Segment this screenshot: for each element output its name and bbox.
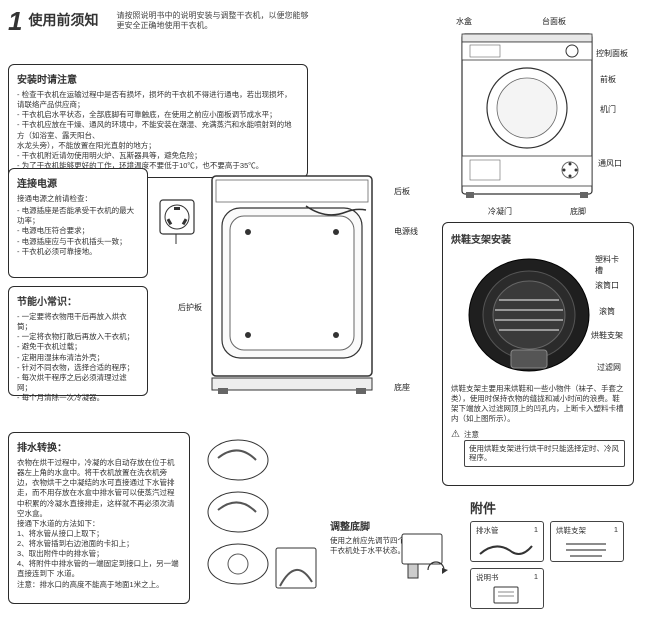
drain-li2: 2、将水管插到右边池面的卡扣上；: [17, 539, 181, 549]
label-kongzhimianban: 控制面板: [596, 48, 628, 59]
shoe-heading: 烘鞋支架安装: [451, 231, 625, 246]
power-item: 电源电压符合要求；: [17, 226, 139, 236]
fujian-row1: 排水管1 烘鞋支架1: [470, 521, 634, 562]
label-tongfengkou: 通风口: [598, 158, 622, 169]
shoe-p1: 烘鞋支架主要用来烘鞋和一些小物件（袜子、手套之类），使用时保持衣物的缝拢和减小时…: [451, 384, 625, 425]
tips-heading: 节能小常识：: [17, 293, 139, 308]
shoe-box: 烘鞋支架安装 塑料卡槽 滚筒口 滚筒 烘鞋支架 过滤网 烘鞋: [442, 222, 634, 486]
power-list: 电源插座是否能承受干衣机的最大功率； 电源电压符合要求； 电源插座应与干衣机插头…: [17, 206, 139, 257]
label-taimianban: 台面板: [542, 16, 566, 27]
fujian-item-rack: 烘鞋支架1: [550, 521, 624, 562]
power-item: 电源插座应与干衣机插头一致；: [17, 237, 139, 247]
label-guntongkou: 滚筒口: [595, 280, 619, 291]
tips-item: 定期用湿抹布清洁外壳；: [17, 353, 139, 363]
page-title: 使用前须知: [28, 8, 98, 29]
power-item: 干衣机必须可靠接地。: [17, 247, 139, 257]
install-item: 干衣机应放在干燥、通风的环境中，不能安装在潮湿、充满蒸汽和水能喷射到的地方（如浴…: [17, 120, 299, 150]
fujian-item-hose: 排水管1: [470, 521, 544, 562]
tips-list: 一定要将衣物甩干后再放入烘衣筒； 一定将衣物打散后再放入干衣机； 避免干衣机过载…: [17, 312, 139, 403]
power-heading: 连接电源: [17, 175, 139, 190]
tips-item: 一定要将衣物甩干后再放入烘衣筒；: [17, 312, 139, 332]
drain-p2: 接通下水道的方法如下：: [17, 519, 181, 529]
label-shuihe: 水盒: [456, 16, 472, 27]
subtitle-line2: 更安全正确地使用干衣机。: [116, 21, 212, 30]
install-notes: 安装时请注意 检查干衣机在运输过程中是否有损坏，损坏的干衣机不得进行通电，若出现…: [8, 64, 308, 178]
foot-diagram: [396, 530, 458, 590]
drain-li1: 1、将水管从接口上取下；: [17, 529, 181, 539]
drain-box: 排水转换： 衣物在烘干过程中，冷凝的水自动存放在位于机器左上角的水盒中。将干衣机…: [8, 432, 190, 604]
label-jimen: 机门: [600, 104, 616, 115]
tips-item: 避免干衣机过载；: [17, 342, 139, 352]
rear-diagram: [206, 170, 388, 396]
drain-heading: 排水转换：: [17, 439, 181, 454]
power-box: 连接电源 接通电源之前请检查： 电源插座是否能承受干衣机的最大功率； 电源电压符…: [8, 168, 148, 278]
drain-diagrams: [198, 432, 324, 604]
fujian-heading: 附件: [470, 498, 634, 517]
shoe-warning: ⚠ 注意 使用烘鞋支架进行烘干时只能选择定时、冷风程序。: [451, 429, 625, 468]
label-qianban: 前板: [600, 74, 616, 85]
label-houhuban: 后护板: [178, 302, 202, 313]
power-lead: 接通电源之前请检查：: [17, 194, 139, 204]
tips-item: 针对不同衣物，选择合适的程序；: [17, 363, 139, 373]
drain-note: 注意：排水口的高度不能高于地面1米之上。: [17, 580, 181, 590]
label-dianyuanxian: 电源线: [394, 226, 418, 237]
label-suliaokacao: 塑料卡槽: [595, 254, 625, 276]
label-guntong: 滚筒: [599, 306, 615, 317]
label-lengningmen: 冷凝门: [488, 206, 512, 217]
shoe-diagram: 塑料卡槽 滚筒口 滚筒 烘鞋支架 过滤网: [451, 250, 625, 380]
tips-item: 一定将衣物打散后再放入干衣机；: [17, 332, 139, 342]
label-dijiao: 底脚: [570, 206, 586, 217]
install-item: 干衣机附近请勿使用明火炉、瓦斯器具等，避免危险；: [17, 151, 299, 161]
power-item: 电源插座是否能承受干衣机的最大功率；: [17, 206, 139, 226]
drain-li4: 4、将附件中排水管的一端固定到接口上，另一端直接连到下 水道。: [17, 559, 181, 579]
tips-box: 节能小常识： 一定要将衣物甩干后再放入烘衣筒； 一定将衣物打散后再放入干衣机； …: [8, 286, 148, 396]
install-item: 检查干衣机在运输过程中是否有损坏，损坏的干衣机不得进行通电，若出现损坏，请联络产…: [17, 90, 299, 110]
section-number: 1: [8, 8, 22, 34]
label-hongxiezhijia: 烘鞋支架: [591, 330, 623, 341]
label-houban: 后板: [394, 186, 410, 197]
warn-text: 使用烘鞋支架进行烘干时只能选择定时、冷风程序。: [464, 440, 625, 468]
page-subtitle: 请按照说明书中的说明安装与调整干衣机，以便您能够 更安全正确地使用干衣机。: [116, 8, 308, 32]
install-heading: 安装时请注意: [17, 71, 299, 86]
socket-diagram: [154, 194, 200, 244]
fujian-item-manual: 说明书1: [470, 568, 544, 609]
install-list: 检查干衣机在运输过程中是否有损坏，损坏的干衣机不得进行通电，若出现损坏，请联络产…: [17, 90, 299, 171]
warning-icon: ⚠: [451, 429, 460, 440]
warn-prefix: 注意: [464, 429, 625, 440]
drain-li3: 3、取出附件中的排水管；: [17, 549, 181, 559]
subtitle-line1: 请按照说明书中的说明安装与调整干衣机，以便您能够: [116, 11, 308, 20]
tips-item: 每次烘干程序之后必须清理过滤网；: [17, 373, 139, 393]
drain-p1: 衣物在烘干过程中，冷凝的水自动存放在位于机器左上角的水盒中。将干衣机放置在洗衣机…: [17, 458, 181, 519]
label-dizuo: 底座: [394, 382, 410, 393]
fujian-row2: 说明书1: [470, 568, 634, 609]
label-guolvwang: 过滤网: [597, 362, 621, 373]
tips-item: 每个月清除一次冷凝器。: [17, 393, 139, 403]
install-item: 干衣机启水平状态，全部底脚有可靠触底，在使用之前应小面板调节成水平；: [17, 110, 299, 120]
